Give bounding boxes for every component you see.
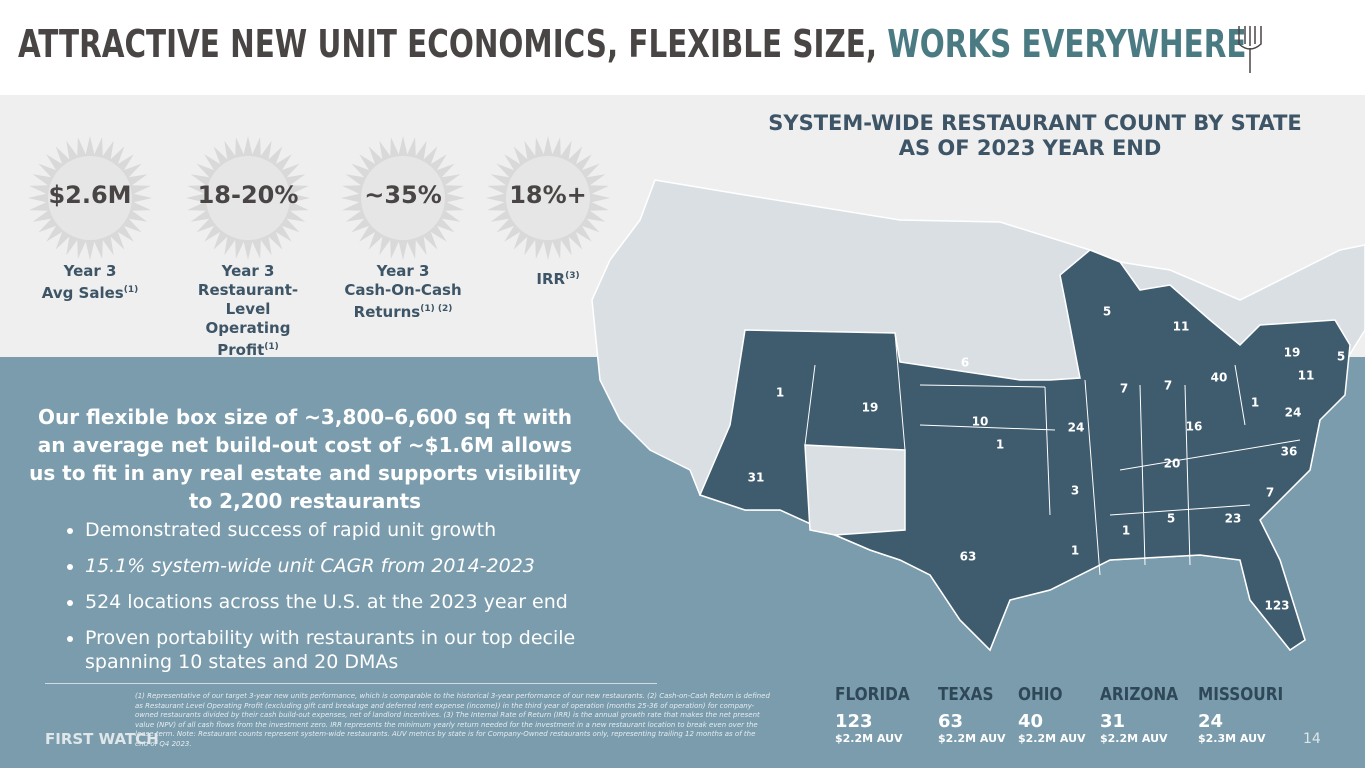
state-count: 19: [862, 401, 879, 415]
divider: [45, 683, 657, 684]
state-count: 11: [1298, 369, 1315, 383]
metric-label-line: Operating Profit: [205, 319, 291, 359]
sun-icon: [28, 136, 152, 260]
footnote: (1) Representative of our target 3-year …: [135, 692, 770, 748]
state-name: FLORIDA: [835, 684, 910, 705]
sun-icon: [486, 136, 610, 260]
header: ATTRACTIVE NEW UNIT ECONOMICS, FLEXIBLE …: [0, 0, 1365, 95]
state-borders: [804, 332, 1301, 576]
fork-icon: [1238, 26, 1262, 73]
sun-icon: [341, 136, 465, 260]
state-count: 16: [1186, 420, 1203, 434]
top-state: MISSOURI 24 $2.3M AUV: [1198, 684, 1298, 745]
state-count: 123: [835, 711, 873, 732]
state-count: 24: [1198, 711, 1224, 732]
metric-label: IRR(3): [488, 267, 628, 289]
logo: FIRST WATCH: [45, 730, 159, 748]
state-count: 7: [1120, 382, 1128, 396]
metric-label-line: Avg Sales: [41, 284, 124, 302]
title-text: ATTRACTIVE NEW UNIT ECONOMICS, FLEXIBLE …: [18, 22, 878, 66]
state-auv: $2.2M AUV: [1018, 732, 1086, 745]
state-count: 24: [1285, 406, 1302, 420]
metric-label-line: Year 3: [221, 262, 275, 280]
metric-label-line: Year 3: [376, 262, 430, 280]
sun-core: [506, 156, 590, 240]
metric-label: Year 3 Restaurant-Level Operating Profit(1…: [178, 262, 318, 360]
state-count: 23: [1225, 512, 1242, 526]
state-count: 3: [1071, 484, 1079, 498]
bullet: 524 locations across the U.S. at the 202…: [85, 590, 645, 614]
state-count: 6: [961, 356, 969, 370]
metric-note: (1): [123, 285, 139, 295]
map: SYSTEM-WIDE RESTAURANT COUNT BY STATE AS…: [591, 111, 1365, 652]
top-state: FLORIDA 123 $2.2M AUV: [835, 684, 923, 745]
metric-value: 18%+: [509, 181, 587, 209]
state-auv: $2.2M AUV: [1100, 732, 1168, 745]
state-count: 10: [972, 415, 989, 429]
statement: Our flexible box size of ~3,800–6,600 sq…: [29, 405, 581, 513]
title-accent: WORKS EVERYWHERE: [887, 22, 1247, 66]
metric-label: Year 3 Cash-On-Cash Returns(1) (2): [333, 262, 473, 322]
bullet: Demonstrated success of rapid unit growt…: [85, 518, 645, 542]
state-name: MISSOURI: [1198, 684, 1284, 705]
state-count: 1: [996, 438, 1004, 452]
bullets: Demonstrated success of rapid unit growt…: [55, 518, 645, 686]
metric-label: Year 3 Avg Sales(1): [20, 262, 160, 303]
state-count: 7: [1164, 379, 1172, 393]
state-count: 20: [1164, 457, 1181, 471]
metric-label-line: Restaurant-Level: [197, 281, 299, 318]
state-count: 11: [1173, 320, 1190, 334]
sun-core: [206, 156, 290, 240]
state-count: 5: [1337, 350, 1345, 364]
metric-label-line: IRR: [536, 270, 566, 288]
metric-note: (1): [264, 342, 279, 352]
state-name: ARIZONA: [1100, 684, 1179, 705]
state-count: 63: [960, 550, 977, 564]
metric-label-line: Cash-On-Cash: [344, 281, 462, 299]
state-name: TEXAS: [938, 684, 994, 705]
state-count: 24: [1068, 421, 1085, 435]
state-auv: $2.2M AUV: [938, 732, 1006, 745]
state-auv: $2.3M AUV: [1198, 732, 1266, 745]
map-title: SYSTEM-WIDE RESTAURANT COUNT BY STATE: [768, 111, 1302, 135]
sun-core: [48, 156, 132, 240]
state-count: 1: [1122, 524, 1130, 538]
bullet: Proven portability with restaurants in o…: [85, 626, 645, 674]
state-auv: $2.2M AUV: [835, 732, 903, 745]
state-count: 36: [1281, 445, 1298, 459]
bullet: 15.1% system-wide unit CAGR from 2014-20…: [85, 554, 645, 578]
new-mexico: [804, 444, 906, 536]
state-count: 1: [1071, 544, 1079, 558]
state-count: 5: [1103, 305, 1111, 319]
metric-label-line: Returns: [353, 303, 421, 321]
state-count: 31: [1100, 711, 1126, 732]
state-name: OHIO: [1018, 684, 1063, 705]
page-number: 14: [1303, 731, 1321, 747]
sun-icon: [186, 136, 310, 260]
state-count: 40: [1211, 371, 1228, 385]
state-count: 1: [1251, 396, 1259, 410]
state-count: 5: [1167, 512, 1175, 526]
state-count: 63: [938, 711, 964, 732]
metric-value: $2.6M: [48, 181, 132, 209]
metric-value: 18-20%: [197, 181, 299, 209]
state-count: 31: [748, 471, 765, 485]
state-count: 7: [1266, 486, 1274, 500]
metric-label-line: Year 3: [63, 262, 117, 280]
metric-value: ~35%: [364, 181, 442, 209]
top-state: ARIZONA 31 $2.2M AUV: [1100, 684, 1192, 745]
state-count: 19: [1284, 346, 1301, 360]
state-count: 40: [1018, 711, 1044, 732]
states-with-restaurants: [698, 249, 1351, 652]
state-count: 1: [776, 386, 784, 400]
top-state: TEXAS 63 $2.2M AUV: [938, 684, 1006, 745]
metric-note: (1) (2): [420, 304, 453, 314]
top-state: OHIO 40 $2.2M AUV: [1018, 684, 1086, 745]
map-subtitle: AS OF 2023 YEAR END: [899, 136, 1162, 160]
title: ATTRACTIVE NEW UNIT ECONOMICS, FLEXIBLE …: [18, 22, 1246, 66]
sun-core: [361, 156, 445, 240]
state-count: 123: [1264, 599, 1289, 613]
metric-note: (3): [565, 271, 580, 281]
